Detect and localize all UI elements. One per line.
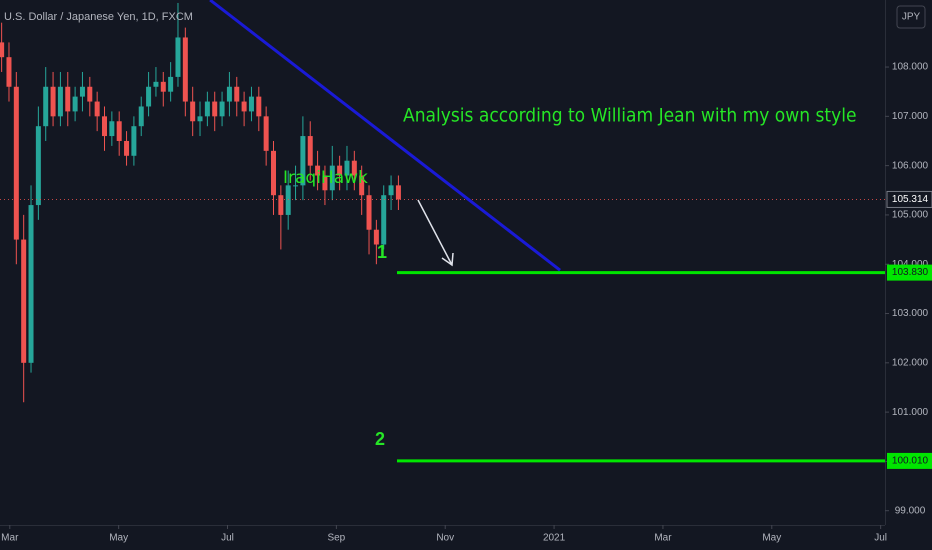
x-tick-label: Sep — [327, 533, 345, 544]
candle-body — [35, 126, 41, 206]
candle-body — [94, 101, 100, 117]
y-tick-label: 102.000 — [892, 357, 929, 368]
x-tick-label: May — [762, 533, 781, 544]
candle-body — [79, 86, 85, 97]
y-tick-label: 99.000 — [895, 505, 926, 516]
candle-body — [373, 229, 379, 245]
y-tick-label: 101.000 — [892, 407, 929, 418]
trendline — [209, 0, 561, 272]
candle-body — [153, 81, 159, 87]
last-price-tag — [886, 190, 932, 208]
candle-body — [248, 96, 254, 112]
candle-body — [65, 86, 71, 112]
candle-body — [168, 76, 174, 92]
annotation: 1 — [377, 242, 387, 262]
y-tick-label: 108.000 — [892, 62, 929, 73]
candle-body — [263, 116, 269, 151]
candle-body — [351, 160, 357, 176]
candle-body — [234, 86, 240, 102]
candle-body — [278, 195, 284, 215]
candle-body — [359, 175, 365, 196]
currency-label: JPY — [902, 12, 921, 23]
y-tick-label: 107.000 — [892, 111, 929, 122]
candle-body — [116, 121, 122, 141]
candle-body — [138, 106, 144, 127]
candle-body — [226, 86, 232, 102]
candle-body — [57, 86, 63, 117]
candle-body — [182, 37, 188, 102]
candle-body — [190, 101, 196, 122]
candle-body — [241, 101, 247, 112]
x-tick-label: Nov — [436, 533, 454, 544]
candle-body — [285, 185, 291, 215]
last-price-label: 105.314 — [892, 194, 929, 205]
candle-body — [175, 37, 181, 77]
candle-body — [219, 101, 225, 117]
candle-body — [43, 86, 49, 127]
candle-body — [315, 165, 321, 176]
candle-body — [21, 239, 27, 363]
candle-body — [50, 86, 56, 117]
candle-body — [271, 150, 277, 196]
arrow-shaft — [417, 199, 453, 266]
candle-body — [344, 160, 350, 176]
candle-body — [204, 101, 210, 117]
chart-title: U.S. Dollar / Japanese Yen, 1D, FXCM — [4, 11, 193, 23]
arrow — [417, 199, 454, 267]
plot — [0, 0, 885, 463]
candle-body — [366, 195, 372, 230]
candle-body — [146, 86, 152, 107]
candle-body — [256, 96, 262, 117]
candle-body — [72, 96, 78, 112]
x-tick-label: Jul — [874, 533, 887, 544]
y-tick-label: 104.000 — [892, 259, 929, 270]
candle-body — [395, 185, 401, 200]
candle-body — [388, 185, 394, 196]
candle-body — [293, 185, 299, 187]
candle-body — [337, 165, 343, 176]
x-tick-label: Mar — [1, 533, 19, 544]
candle-body — [160, 81, 166, 92]
candle-body — [28, 205, 34, 363]
candle-body — [13, 86, 19, 240]
x-tick-label: 2021 — [543, 533, 566, 544]
candle-body — [212, 101, 218, 117]
candle-body — [307, 136, 313, 166]
arrow-head — [441, 252, 454, 267]
x-tick-label: Jul — [221, 533, 234, 544]
level-label: 103.830 — [892, 267, 929, 278]
candle-body — [329, 165, 335, 191]
level-tag — [887, 264, 932, 281]
x-tick-label: May — [109, 533, 128, 544]
candle-body — [0, 42, 5, 58]
candle-body — [109, 121, 115, 137]
annotation: 2 — [375, 429, 385, 449]
y-tick-label: 103.000 — [892, 308, 929, 319]
x-tick-label: Mar — [654, 533, 672, 544]
candle-body — [322, 175, 328, 191]
annotation: IraqiHawk — [283, 168, 368, 188]
candle-body — [197, 116, 203, 122]
candle-body — [6, 57, 12, 87]
candle-body — [87, 86, 93, 102]
candle-body — [102, 116, 108, 137]
annotation: Analysis according to William Jean with … — [403, 105, 856, 127]
currency-box[interactable] — [896, 5, 926, 29]
level-tag — [887, 452, 932, 469]
candle-body — [124, 140, 130, 156]
candle-body — [381, 195, 387, 245]
y-tick-label: 106.000 — [892, 160, 929, 171]
level-label: 100.010 — [892, 456, 929, 467]
candle-body — [300, 136, 306, 186]
candle-body — [131, 126, 137, 156]
y-tick-label: 105.000 — [892, 210, 929, 221]
